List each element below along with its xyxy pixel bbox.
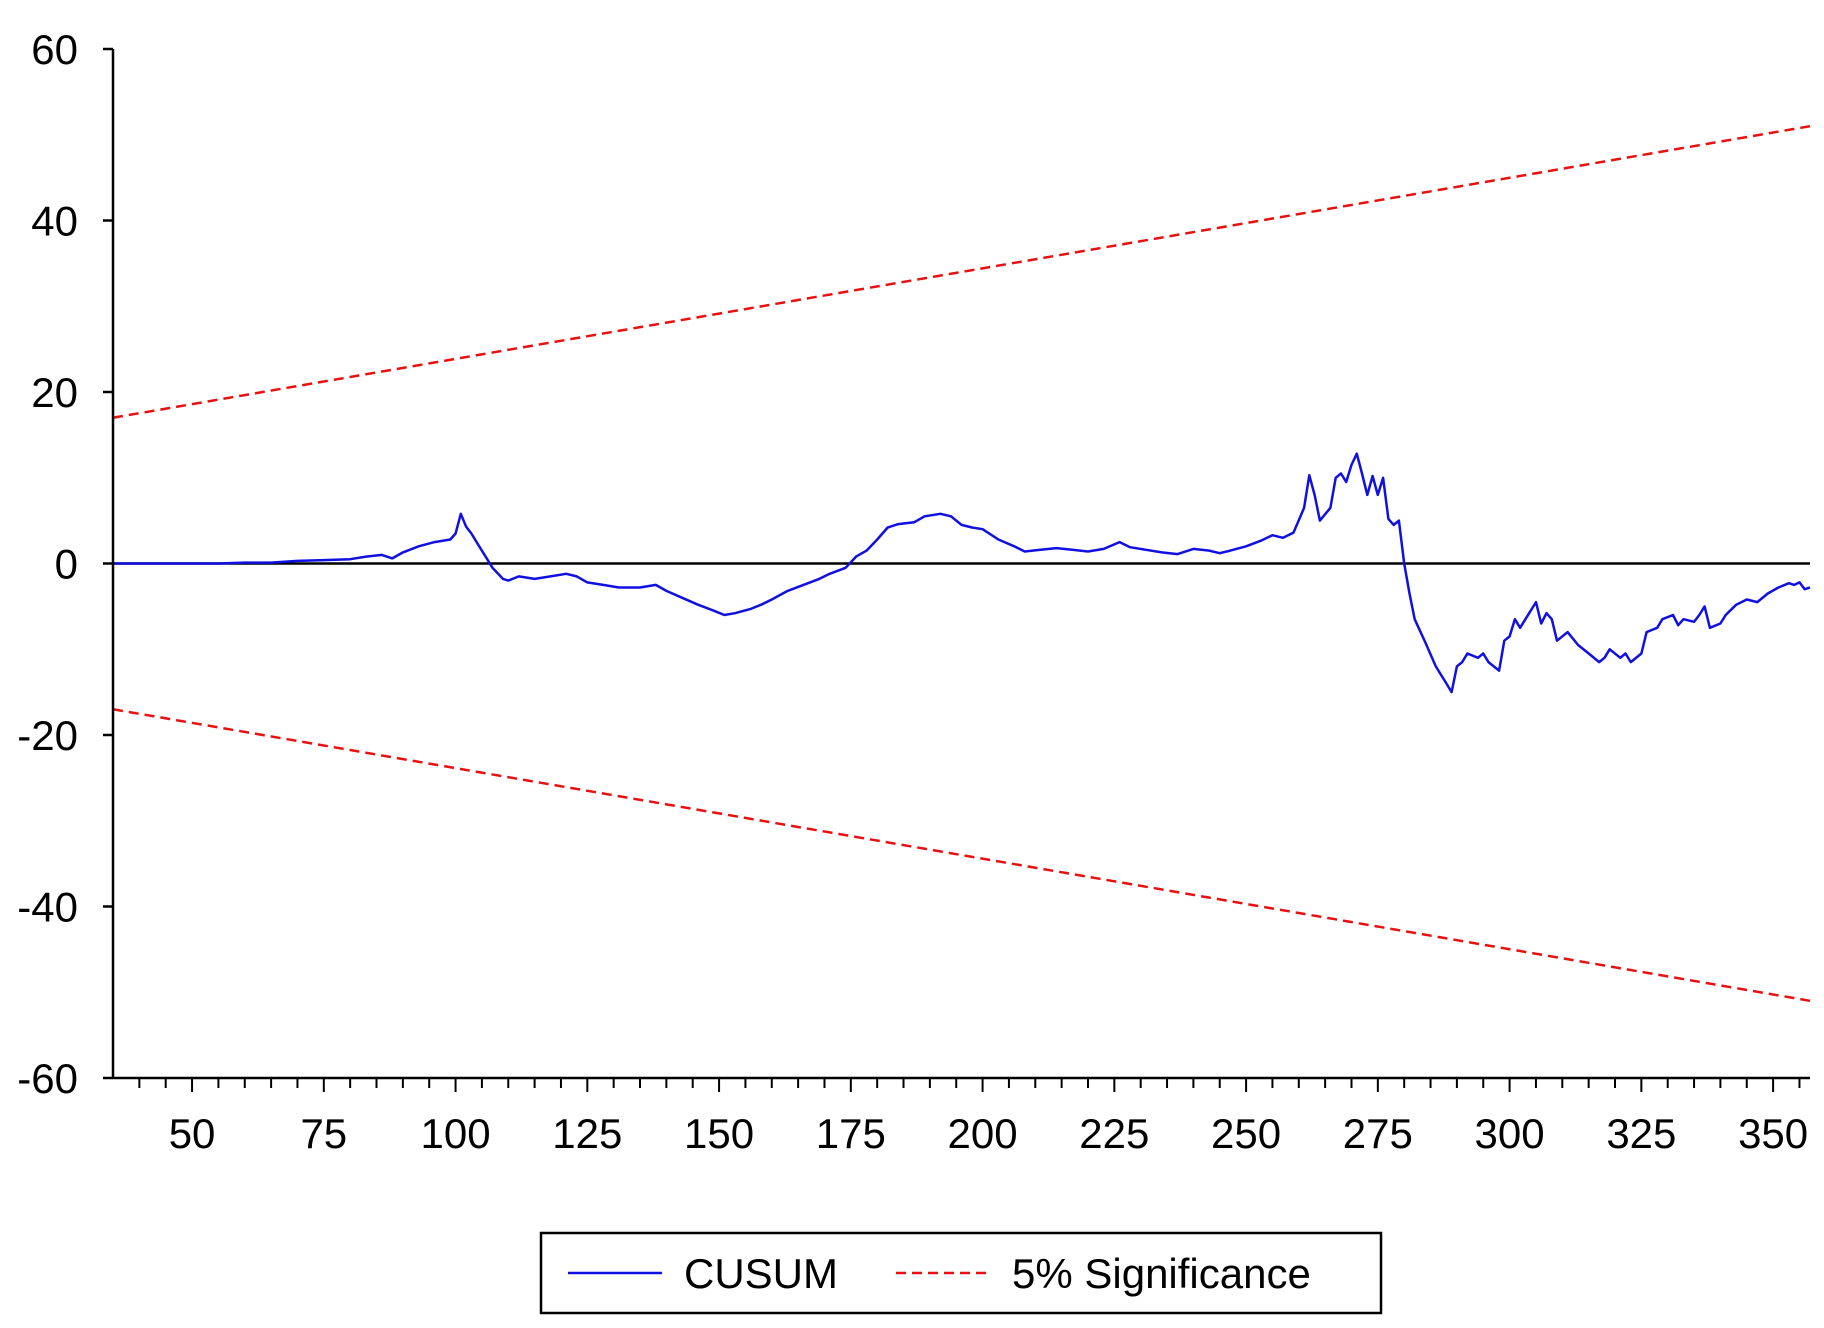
x-tick-label: 250 (1211, 1110, 1281, 1157)
x-tick-label: 350 (1738, 1110, 1808, 1157)
y-tick-label: 0 (55, 541, 78, 588)
significance-upper-line (112, 124, 1811, 419)
y-tick-label: -20 (17, 712, 78, 759)
y-tick-label: -40 (17, 884, 78, 931)
legend: CUSUM 5% Significance (539, 1231, 1383, 1315)
cusum-line (113, 452, 1811, 694)
x-tick-label: 150 (684, 1110, 754, 1157)
x-tick-label: 100 (421, 1110, 491, 1157)
x-tick-label: 225 (1079, 1110, 1149, 1157)
y-axis: 60 40 20 0 -20 -40 -60 (17, 26, 115, 1102)
x-tick-label: 175 (816, 1110, 886, 1157)
x-tick-label: 75 (300, 1110, 347, 1157)
legend-label-cusum: CUSUM (684, 1250, 838, 1297)
y-tick-label: 20 (31, 369, 78, 416)
x-tick-label: 200 (948, 1110, 1018, 1157)
x-tick-label: 125 (552, 1110, 622, 1157)
x-tick-label: 325 (1606, 1110, 1676, 1157)
y-tick-label: -60 (17, 1055, 78, 1102)
plot-area (112, 124, 1811, 1003)
significance-lower-line (112, 708, 1811, 1003)
legend-label-significance: 5% Significance (1012, 1250, 1311, 1297)
x-axis: 50 75 100 125 150 175 200 225 250 275 300 325 350 (113, 1076, 1810, 1157)
x-tick-label: 275 (1343, 1110, 1413, 1157)
x-tick-label: 300 (1475, 1110, 1545, 1157)
x-tick-label: 50 (169, 1110, 216, 1157)
y-tick-label: 60 (31, 26, 78, 73)
y-tick-label: 40 (31, 198, 78, 245)
